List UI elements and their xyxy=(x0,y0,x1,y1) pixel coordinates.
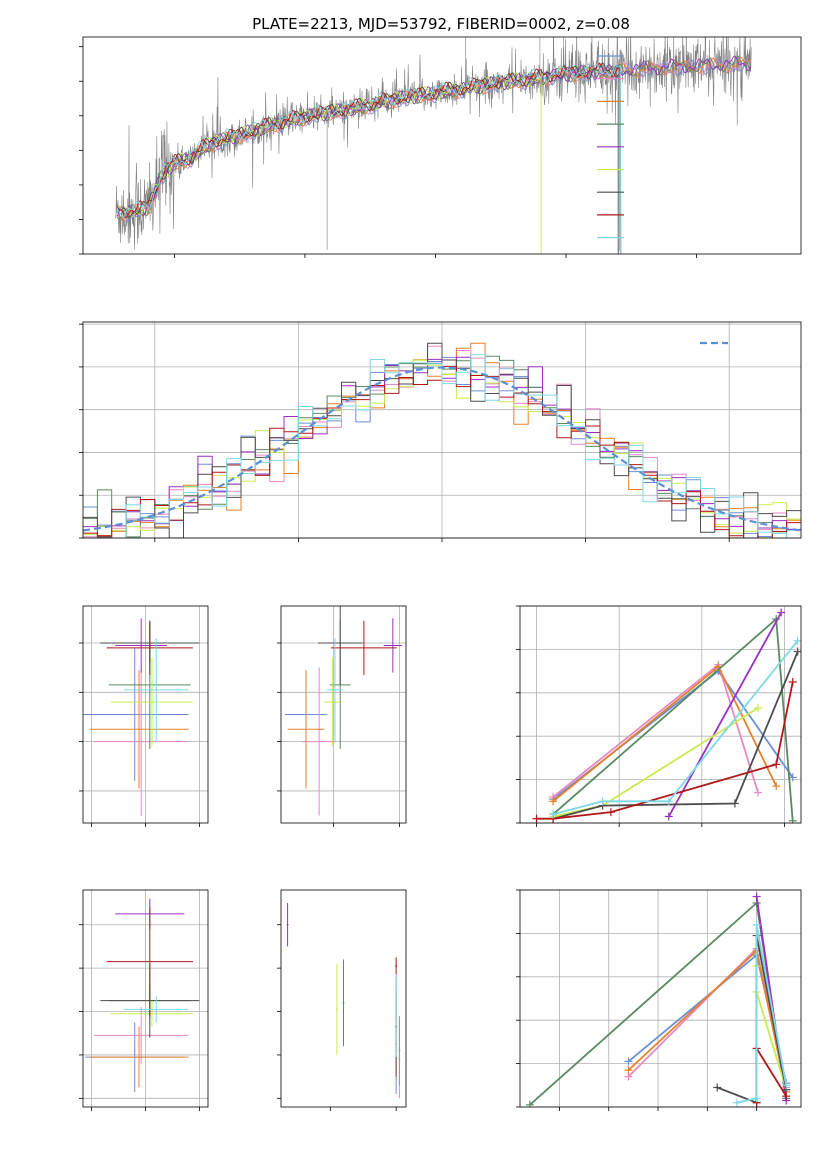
panel-spectrum xyxy=(79,46,697,258)
mass-weight-series-line xyxy=(736,924,788,1104)
histogram-plot-area xyxy=(83,342,801,538)
model-spectrum-line xyxy=(116,63,622,254)
mass-weight-point xyxy=(782,1092,791,1101)
axes-frame-residual_histogram xyxy=(82,321,802,539)
normal-reference-curve xyxy=(83,366,801,532)
panel-mass_vs_EBV xyxy=(277,924,397,1111)
axes-frame-mass_vs_EBV xyxy=(280,889,407,1108)
axes-frame-mass_weight_vs_age xyxy=(519,605,802,824)
mass-weight-point xyxy=(772,782,781,791)
spectrum-plot-area xyxy=(115,37,752,254)
mass-weight-point xyxy=(754,703,763,712)
mass-weight-series-line xyxy=(552,640,799,816)
panel-mass_vs_Z xyxy=(79,890,208,1111)
mass-weight-point xyxy=(664,812,673,821)
axes-frame-spectrum xyxy=(82,36,802,255)
mass-weight-point xyxy=(782,1081,791,1090)
model-spectrum-line xyxy=(116,62,619,254)
mass-weight-point xyxy=(788,816,797,823)
observed-spectrum-line xyxy=(115,37,752,250)
mass-weight-point xyxy=(525,1100,534,1107)
mass-weight-series-line xyxy=(536,681,794,820)
mass-weight-series-line xyxy=(552,665,778,802)
histogram-step-line xyxy=(83,354,801,538)
mass-weight-point xyxy=(772,760,781,769)
mass_vs_Z-plot-area xyxy=(85,898,200,1092)
mass-weight-series-line xyxy=(668,612,782,817)
model-spectrum-line xyxy=(116,62,622,254)
mass-weight-point xyxy=(598,797,607,806)
histogram-step-line xyxy=(83,342,801,538)
mass_weight_vs_Z-plot-area xyxy=(525,892,791,1107)
mass-weight-point xyxy=(788,773,797,782)
mass-weight-point xyxy=(788,677,797,686)
mass-weight-point xyxy=(777,608,786,617)
mass-weight-point xyxy=(752,892,761,901)
model-spectrum-line xyxy=(116,55,752,220)
mass-weight-point xyxy=(624,1057,633,1066)
mass_vs_EBV-plot-area xyxy=(286,903,401,1099)
mass-weight-point xyxy=(624,1066,633,1075)
mass_weight_vs_age-plot-area xyxy=(532,608,801,823)
age_vs_mass-plot-area xyxy=(284,606,403,816)
mass-weight-point xyxy=(730,799,739,808)
model-spectrum-line xyxy=(116,55,752,217)
mass-weight-point xyxy=(752,1094,761,1103)
axes-frame-mass_weight_vs_Z xyxy=(519,889,802,1108)
mass-weight-series-line xyxy=(716,935,788,1105)
panel-age_vs_Z xyxy=(79,606,208,827)
mass-weight-point xyxy=(713,1083,722,1092)
axes-frame-age_vs_mass xyxy=(280,605,407,824)
mass-weight-point xyxy=(664,797,673,806)
axes-frame-mass_vs_Z xyxy=(82,889,209,1108)
mass-weight-point xyxy=(532,814,541,823)
model-spectrum-line xyxy=(116,56,752,222)
age_vs_Z-plot-area xyxy=(83,618,200,816)
mass-weight-point xyxy=(793,647,801,656)
mass-weight-point xyxy=(752,920,761,929)
axes-frame-age_vs_Z xyxy=(82,605,209,824)
panel-age_vs_mass xyxy=(277,606,406,827)
mass-weight-point xyxy=(732,1098,741,1107)
figure-title: PLATE=2213, MJD=53792, FIBERID=0002, z=0… xyxy=(252,15,630,33)
mass-weight-point xyxy=(549,797,558,806)
mass-weight-point xyxy=(754,788,763,797)
mass-weight-point xyxy=(549,810,558,819)
spectrum-legend xyxy=(597,55,624,239)
mass-weight-point xyxy=(793,636,801,645)
model-spectrum-line xyxy=(116,72,542,254)
mass-weight-point xyxy=(606,808,615,817)
